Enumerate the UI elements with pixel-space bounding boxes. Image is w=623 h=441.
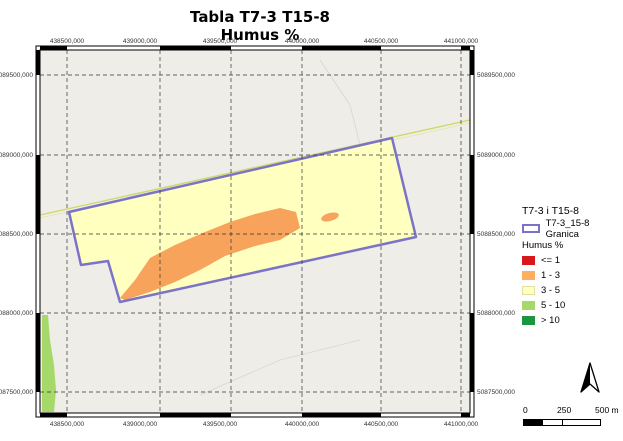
x-tick-label: 439000,000 [123,421,158,428]
map-frame-border [35,45,475,418]
y-tick-label: 5088500,000 [0,231,33,238]
legend-label-boundary: T7-3_15-8 Granica [545,217,590,240]
map-title-line1: Tabla T7-3 T15-8 [190,8,330,26]
y-tick-label: 5089500,000 [477,72,515,79]
x-tick-label: 439000,000 [123,38,158,45]
y-tick-label: 5089500,000 [0,72,33,79]
scale-bar: 0 250 500 m [523,405,619,426]
x-tick-label: 440500,000 [364,38,399,45]
x-tick-label: 441000,000 [444,38,479,45]
legend-item-class: <= 1 [522,253,623,268]
scale-bar-labels: 0 250 500 m [523,405,619,417]
legend-swatch [522,301,535,310]
y-axis-labels-right: 5089500,000 5089000,000 5088500,000 5088… [477,72,515,396]
scale-label-500: 500 m [595,405,619,415]
y-tick-label: 5089000,000 [0,152,33,159]
legend-item-boundary: T7-3_15-8 Granica [522,218,623,240]
y-tick-label: 5088000,000 [477,310,515,317]
x-axis-labels-top: 438500,000 439000,000 439500,000 440000,… [50,38,479,45]
x-tick-label: 439500,000 [203,421,238,428]
legend-swatch [522,286,535,295]
field-boundary [67,136,418,304]
legend-item-class: 1 - 3 [522,268,623,283]
y-tick-label: 5089000,000 [477,152,515,159]
legend-item-class: 5 - 10 [522,298,623,313]
x-tick-label: 440500,000 [364,421,399,428]
legend-swatch [522,316,535,325]
x-tick-label: 438500,000 [50,38,85,45]
legend-item-class: > 10 [522,313,623,328]
y-tick-label: 5087500,000 [0,389,33,396]
y-tick-label: 5087500,000 [477,389,515,396]
legend-item-class: 3 - 5 [522,283,623,298]
legend-class-label: <= 1 [541,255,561,266]
humus-zone-1-3-small [321,212,339,222]
x-tick-label: 440000,000 [285,38,320,45]
scale-bar-graphic [523,419,601,426]
legend-class-label: > 10 [541,315,560,326]
legend-swatch-boundary [522,224,540,233]
map-legend: T7-3 i T15-8 T7-3_15-8 Granica Humus % <… [522,205,623,328]
scale-label-250: 250 [557,405,572,415]
x-tick-label: 441000,000 [444,421,479,428]
map-title: Tabla T7-3 T15-8 Humus % [160,8,360,44]
y-tick-label: 5088000,000 [0,310,33,317]
scale-label-0: 0 [523,405,528,415]
legend-swatch [522,271,535,280]
map-title-line2: Humus % [220,26,300,44]
y-tick-label: 5088500,000 [477,231,515,238]
legend-class-label: 3 - 5 [541,285,561,296]
x-axis-labels-bottom: 438500,000 439000,000 439500,000 440000,… [50,421,479,428]
humus-patch-5-10 [42,315,56,412]
x-tick-label: 438500,000 [50,421,85,428]
grid-lines [40,50,470,413]
humus-zone-1-3 [120,208,300,300]
legend-group-title: T7-3 i T15-8 [522,205,579,217]
x-tick-label: 439500,000 [203,38,238,45]
legend-humus-title: Humus % [522,240,564,251]
legend-swatch [522,256,535,265]
y-axis-labels-left: 5089500,000 5089000,000 5088500,000 5088… [0,72,33,396]
legend-class-label: 5 - 10 [541,300,566,311]
x-tick-label: 440000,000 [285,421,320,428]
north-arrow-icon [579,362,601,399]
legend-class-label: 1 - 3 [541,270,561,281]
